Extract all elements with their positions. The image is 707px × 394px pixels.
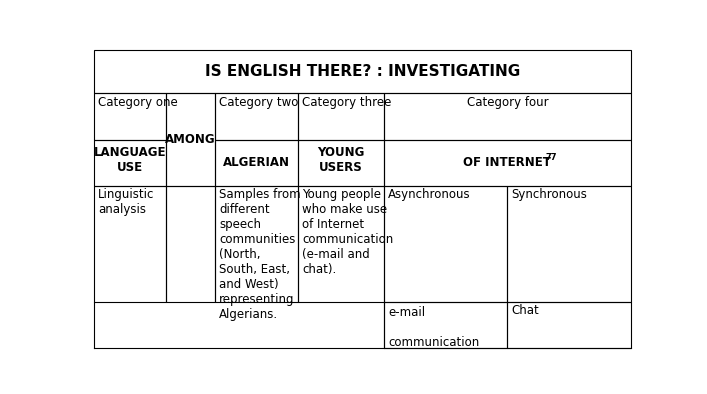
Text: YOUNG
USERS: YOUNG USERS [317,147,365,175]
Text: Young people
who make use
of Internet
communication
(e-mail and
chat).: Young people who make use of Internet co… [303,188,394,276]
Text: Asynchronous: Asynchronous [388,188,471,201]
Text: Category two: Category two [219,96,298,109]
Text: Linguistic
analysis: Linguistic analysis [98,188,155,216]
Text: AMONG: AMONG [165,133,216,146]
Bar [298,93,384,139]
Text: OF INTERNET: OF INTERNET [463,156,551,169]
Bar [94,50,631,93]
Text: Category four: Category four [467,96,548,109]
Text: IS ENGLISH THERE? : INVESTIGATING: IS ENGLISH THERE? : INVESTIGATING [205,64,520,79]
Text: e-mail

communication: e-mail communication [388,307,479,349]
Bar [298,139,384,186]
Bar [94,186,166,301]
Bar [384,301,508,348]
Bar [384,186,508,301]
Text: ALGERIAN: ALGERIAN [223,156,290,169]
Bar [94,139,166,186]
Bar [298,186,384,301]
Bar [508,186,631,301]
Text: Synchronous: Synchronous [512,188,588,201]
Bar [94,93,166,139]
Bar [215,186,298,301]
Text: 77: 77 [546,152,557,162]
Text: Category three: Category three [303,96,392,109]
Bar [166,93,215,186]
Text: Category one: Category one [98,96,178,109]
Text: Chat: Chat [512,304,539,317]
Bar [215,93,298,139]
Bar [384,139,631,186]
Bar [384,93,631,139]
Text: Samples from
different
speech
communities
(North,
South, East,
and West)
represe: Samples from different speech communitie… [219,188,300,321]
Bar [508,301,631,348]
Bar [215,139,298,186]
Text: LANGUAGE
USE: LANGUAGE USE [94,146,166,174]
Bar [166,186,215,301]
